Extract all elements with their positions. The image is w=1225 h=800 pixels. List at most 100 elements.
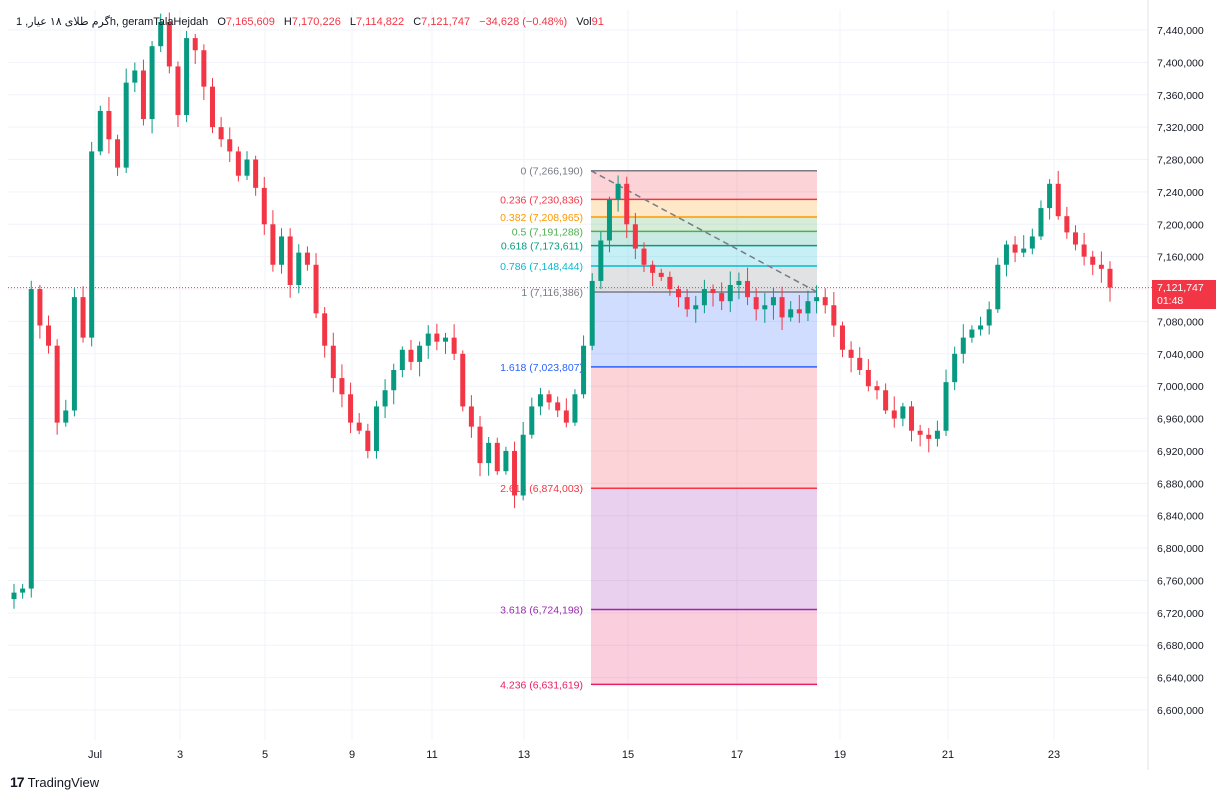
candle — [710, 284, 716, 307]
price-tick-label: 6,800,000 — [1157, 543, 1204, 555]
volume-value: 91 — [591, 16, 604, 28]
candle-body — [158, 21, 164, 47]
candle-body — [11, 592, 17, 600]
time-tick-label: 3 — [177, 749, 183, 761]
candle-body — [762, 305, 768, 310]
low-value: 7,114,822 — [356, 16, 405, 28]
candle-body — [1047, 183, 1053, 209]
candle — [365, 423, 371, 459]
candle — [46, 315, 52, 354]
candle-body — [201, 50, 207, 87]
candle — [175, 61, 181, 127]
candle — [115, 134, 121, 176]
candle-body — [943, 382, 949, 431]
candle — [296, 244, 302, 294]
candle-body — [581, 345, 587, 395]
close-label: C — [413, 16, 422, 28]
candle — [140, 59, 146, 126]
candle — [132, 62, 138, 93]
candle — [28, 280, 34, 598]
time-tick-label: 15 — [622, 749, 634, 761]
candle — [54, 339, 60, 435]
candle — [201, 44, 207, 100]
fib-level-label: 0.382 (7,208,965) — [500, 212, 583, 224]
candle — [1055, 170, 1061, 220]
fib-zone — [591, 231, 817, 246]
candle-body — [408, 349, 414, 362]
candle-body — [434, 333, 440, 342]
tradingview-logo-icon: 17 — [10, 774, 25, 790]
price-tick-label: 7,280,000 — [1157, 155, 1204, 167]
tradingview-brand[interactable]: 17 TradingView — [10, 774, 99, 790]
price-tick-label: 7,240,000 — [1157, 187, 1204, 199]
candle-body — [20, 588, 26, 593]
candle-body — [399, 349, 405, 370]
candle-body — [356, 422, 362, 431]
low-label: L — [349, 16, 356, 28]
candle-body — [270, 224, 276, 265]
time-tick-label: 5 — [262, 749, 268, 761]
fib-zone — [591, 217, 817, 232]
price-tick-label: 6,720,000 — [1157, 608, 1204, 620]
time-axis: Jul 3 5 9 11 13 15 17 19 21 23 — [88, 749, 1060, 761]
candle — [831, 291, 837, 337]
last-price-value: 7,121,747 — [1157, 282, 1204, 294]
candle — [563, 398, 569, 428]
candle-body — [54, 345, 60, 423]
price-tick-label: 7,160,000 — [1157, 252, 1204, 264]
candle-body — [788, 309, 794, 318]
candle — [494, 437, 500, 475]
candle — [900, 402, 906, 427]
candle — [883, 383, 889, 414]
candle-body — [1081, 244, 1087, 257]
fib-level-label: 0.5 (7,191,288) — [512, 226, 583, 238]
candle — [1090, 250, 1096, 276]
candle — [891, 396, 897, 428]
candle-body — [693, 305, 699, 310]
candle — [348, 382, 354, 434]
fib-level-label: 0.786 (7,148,444) — [500, 261, 583, 273]
candle-body — [736, 280, 742, 285]
candle — [71, 288, 77, 417]
candle-body — [296, 252, 302, 285]
open-value: 7,165,609 — [225, 16, 275, 28]
candle-body — [624, 183, 630, 225]
price-axis: 7,440,000 7,400,000 7,360,000 7,320,000 7,28… — [1157, 25, 1204, 717]
candle — [1029, 228, 1035, 255]
candle — [650, 260, 656, 287]
candle-body — [563, 410, 569, 423]
bar-countdown: 01:48 — [1157, 295, 1184, 307]
candle-body — [486, 442, 492, 464]
candle-body — [106, 110, 112, 140]
candle-body — [451, 337, 457, 354]
candle — [287, 228, 293, 298]
volume-label: Vol — [576, 16, 592, 28]
candle-body — [745, 280, 751, 298]
candle-body — [796, 309, 802, 314]
candle-body — [28, 289, 34, 589]
candle — [218, 117, 224, 148]
fibonacci-extension-tool: 0 (7,266,190) 0.236 (7,230,836) 0.382 (7,2… — [500, 166, 818, 691]
candle — [37, 284, 43, 339]
candle-body — [615, 183, 621, 200]
fib-level-label: 1.618 (7,023,807) — [500, 362, 583, 374]
ohlc-legend: 1 ,گرم طلای ۱۸ عیارh, geramTalaHejdah O7… — [16, 15, 604, 28]
candle-body — [80, 297, 86, 338]
symbol-name[interactable]: 1 ,گرم طلای ۱۸ عیار — [16, 16, 110, 28]
candle-body — [805, 301, 811, 314]
candle-body — [365, 430, 371, 451]
candle — [184, 30, 190, 123]
candle-body — [831, 305, 837, 326]
candle — [1098, 251, 1104, 283]
open-label: O — [217, 16, 226, 28]
candle-body — [1012, 244, 1018, 253]
candle-body — [442, 337, 448, 342]
candle-body — [132, 70, 138, 83]
candle — [512, 441, 518, 509]
candle — [848, 341, 854, 373]
candle — [209, 78, 215, 134]
candle-body — [986, 309, 992, 326]
candle-body — [460, 353, 466, 407]
candle — [978, 316, 984, 336]
